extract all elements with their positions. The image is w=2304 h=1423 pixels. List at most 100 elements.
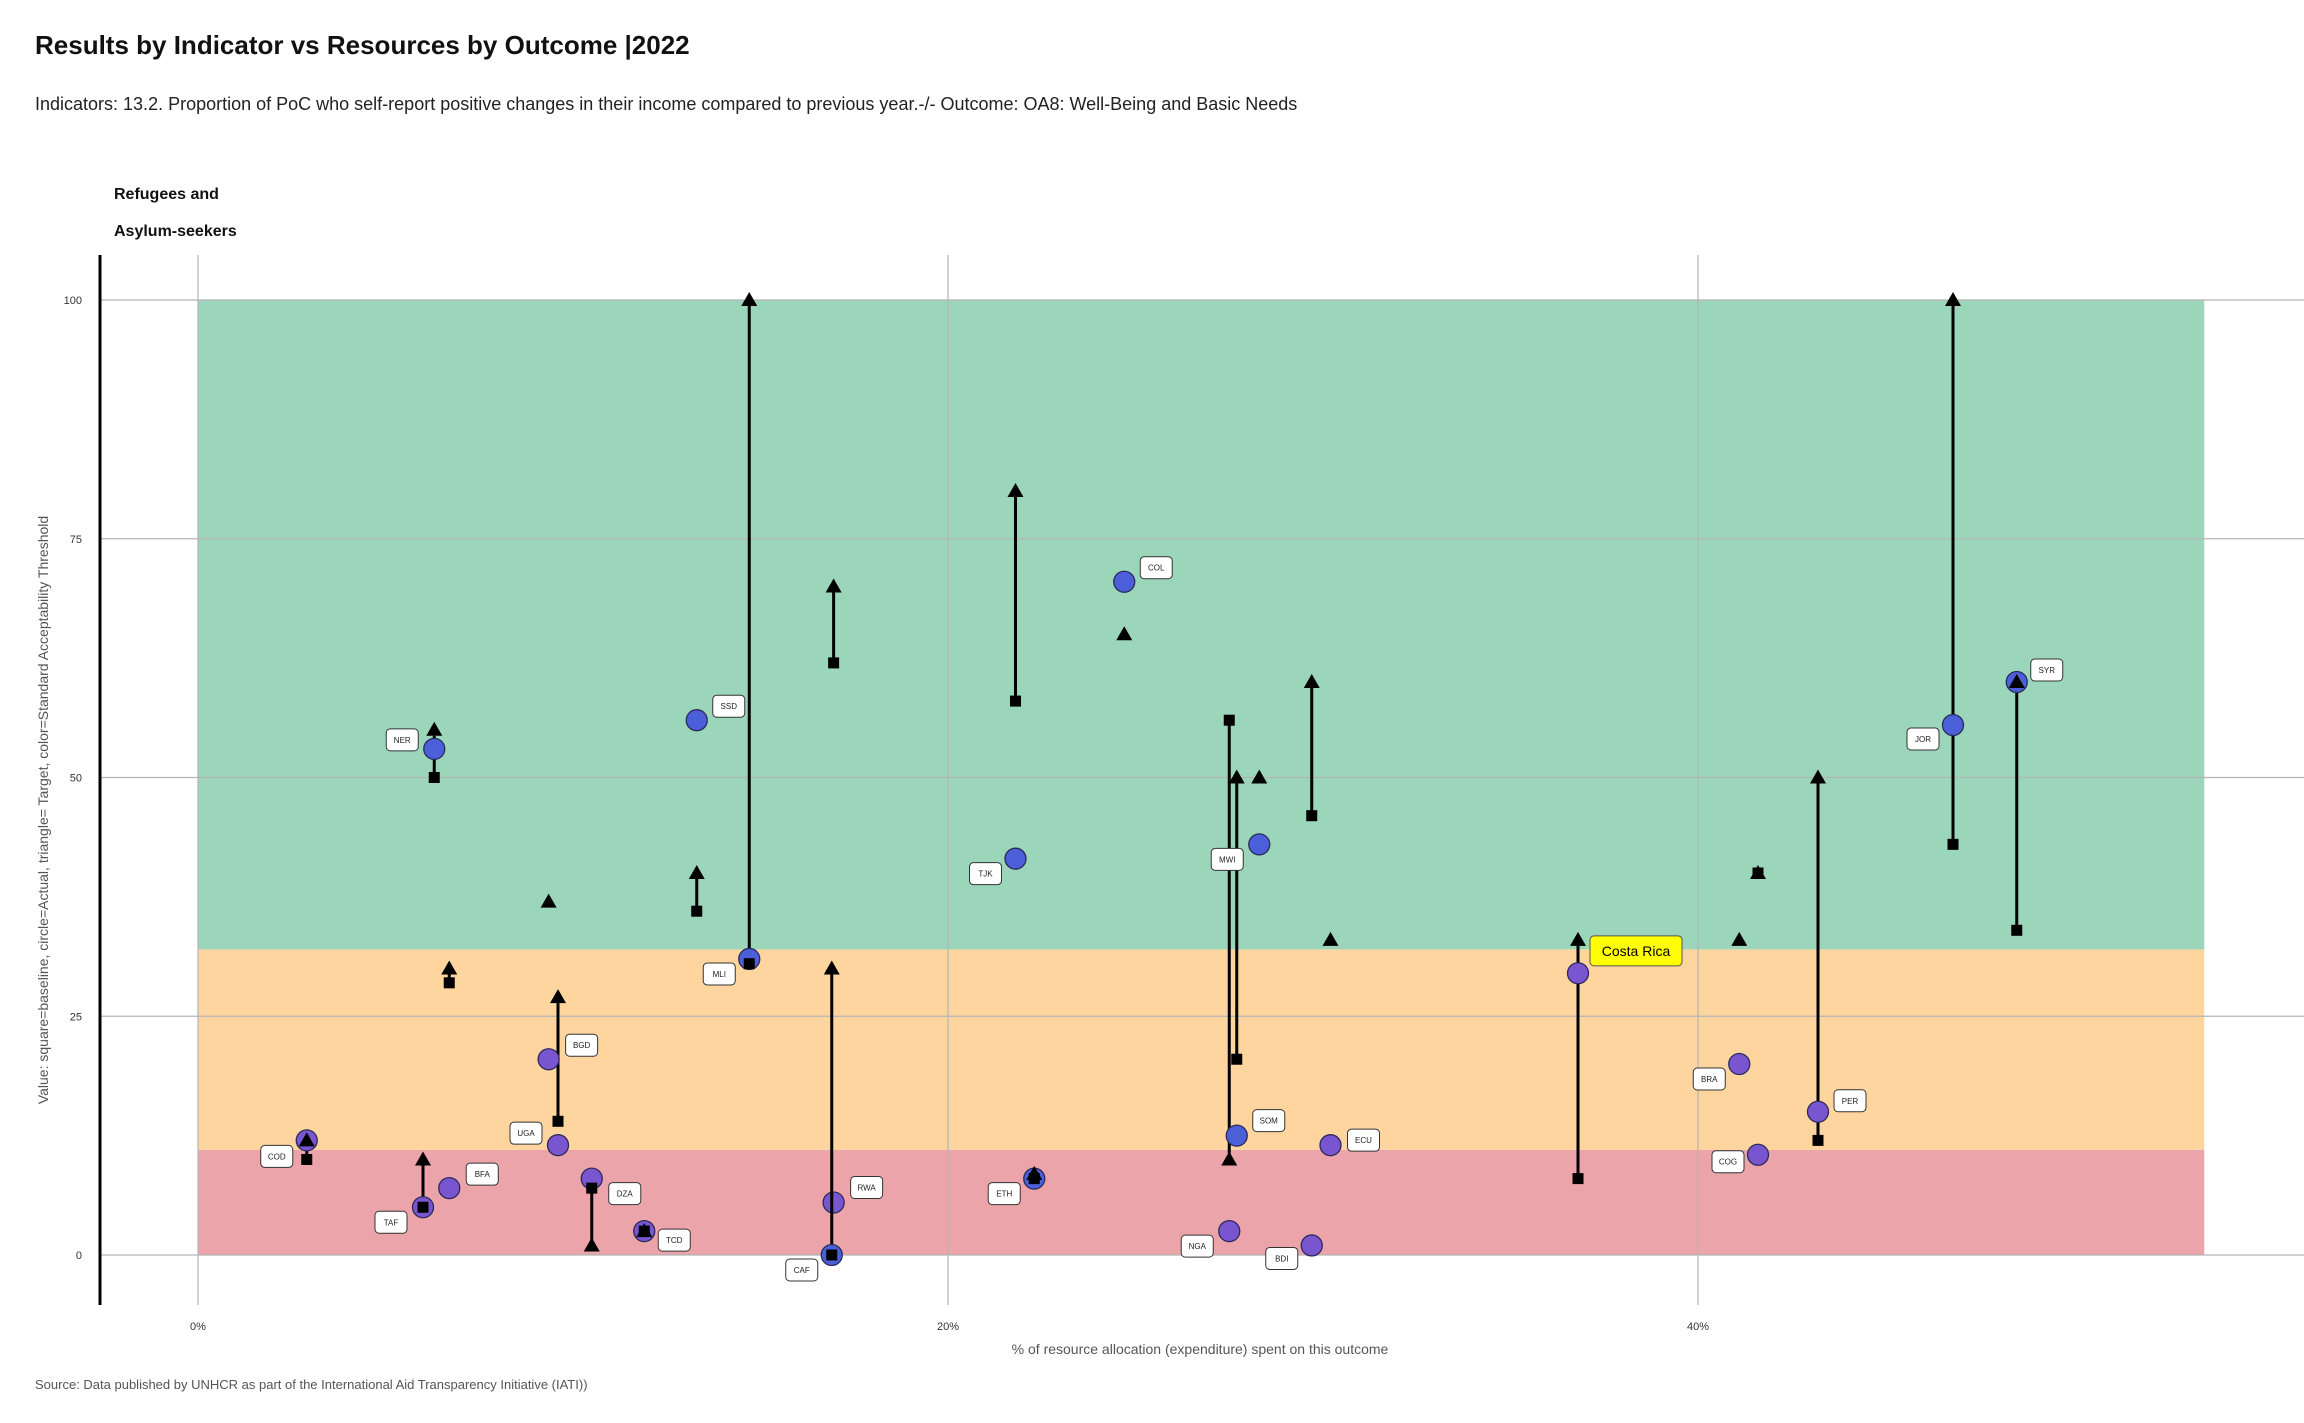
actual-circle [1113, 570, 1136, 593]
actual-circle [1941, 713, 1965, 737]
baseline-square [1572, 1173, 1584, 1185]
actual-circle [1319, 1134, 1342, 1157]
baseline-square [552, 1115, 564, 1127]
x-axis-label: % of resource allocation (expenditure) s… [1012, 1341, 1389, 1357]
target-triangle [415, 1151, 431, 1166]
country-label-box [1347, 1128, 1380, 1152]
baseline-square [586, 1182, 598, 1194]
target-triangle [1570, 931, 1586, 946]
target-triangle [825, 578, 842, 593]
country-label: MLI [713, 970, 726, 979]
x-tick-label: 40% [1687, 1321, 1709, 1333]
actual-circle [537, 1048, 560, 1071]
country-label-box [565, 1033, 599, 1057]
target-triangle [1116, 626, 1133, 641]
y-tick-label: 25 [70, 1011, 82, 1023]
country-label: RWA [858, 1183, 877, 1192]
target-triangle [550, 989, 566, 1004]
baseline-square [428, 772, 440, 783]
baseline-square [1223, 714, 1235, 726]
country-label-box [608, 1182, 642, 1206]
country-label: NGA [1189, 1242, 1207, 1251]
country-label: TCD [666, 1236, 683, 1245]
country-label: MWI [1219, 855, 1235, 864]
baseline-square [743, 958, 755, 970]
baseline-square [828, 657, 840, 669]
country-label-box [1833, 1089, 1867, 1113]
target-triangle [1007, 483, 1024, 497]
country-label-box [1265, 1246, 1299, 1270]
y-tick-label: 0 [76, 1250, 82, 1262]
actual-circle [1225, 1124, 1248, 1147]
actual-circle [822, 1191, 845, 1214]
actual-circle [1728, 1052, 1751, 1076]
target-triangle [1303, 674, 1320, 688]
actual-circle [1248, 833, 1271, 856]
target-triangle [1750, 865, 1766, 879]
actual-circle [685, 709, 708, 732]
country-label-box [969, 862, 1002, 886]
country-label-box [1252, 1109, 1286, 1133]
baseline-square [1010, 695, 1021, 707]
country-label-box [987, 1182, 1021, 1206]
country-label: DZA [617, 1190, 634, 1199]
y-axis-label: Value: square=baseline, circle=Actual, t… [35, 516, 51, 1104]
country-label-box [509, 1121, 543, 1145]
y-tick-label: 50 [70, 773, 82, 785]
country-label: TJK [978, 870, 993, 879]
country-label-box [1906, 727, 1940, 751]
baseline-square [1231, 1053, 1243, 1065]
baseline-square [417, 1201, 429, 1213]
source-note: Source: Data published by UNHCR as part … [35, 1377, 588, 1392]
y-tick-label: 75 [70, 534, 82, 546]
country-label: NER [394, 736, 411, 745]
country-label-box [385, 728, 419, 752]
target-triangle [1810, 769, 1826, 784]
target-triangle [1322, 931, 1339, 946]
country-label-box [2030, 658, 2064, 682]
country-label: CAF [794, 1266, 810, 1275]
country-label-box [702, 962, 736, 986]
actual-circle [1300, 1234, 1323, 1257]
baseline-square [1306, 810, 1318, 822]
country-label: PER [1842, 1097, 1859, 1106]
country-label: ECU [1355, 1136, 1372, 1145]
target-triangle [583, 1237, 600, 1252]
country-label: BGD [573, 1041, 591, 1050]
country-label-box [260, 1144, 294, 1168]
country-label-box [1139, 556, 1173, 580]
x-tick-label: 20% [937, 1321, 959, 1333]
country-label: BFA [475, 1170, 491, 1179]
country-label-box [374, 1210, 408, 1234]
baseline-square [2011, 924, 2023, 936]
threshold-band [198, 300, 2205, 950]
x-tick-label: 0% [190, 1321, 206, 1333]
actual-circle [546, 1134, 570, 1157]
country-label: SOM [1260, 1117, 1279, 1126]
country-label: SSD [721, 702, 738, 711]
country-label-box [657, 1228, 691, 1252]
threshold-band [198, 949, 2205, 1150]
country-label: JOR [1915, 735, 1931, 744]
country-label: UGA [517, 1129, 535, 1138]
country-label-box [712, 694, 746, 718]
population-group-label-line1: Refugees and [114, 186, 219, 203]
highlight-label-box [1589, 935, 1683, 967]
chart-subtitle: Indicators: 13.2. Proportion of PoC who … [35, 94, 1298, 114]
country-label-box [1711, 1150, 1745, 1174]
country-label: ETH [996, 1190, 1012, 1199]
target-triangle [741, 292, 758, 306]
target-triangle [1945, 292, 1961, 306]
target-triangle [1228, 769, 1245, 784]
population-group-label-line2: Asylum-seekers [114, 223, 237, 240]
target-triangle [441, 960, 458, 975]
target-triangle [2008, 674, 2025, 688]
chart-title: Results by Indicator vs Resources by Out… [35, 30, 690, 60]
country-label: BRA [1701, 1075, 1718, 1084]
baseline-square [443, 977, 455, 989]
country-label-box [465, 1162, 499, 1186]
country-label: COG [1719, 1158, 1737, 1167]
country-label: SYR [2039, 666, 2056, 675]
actual-circle [1218, 1219, 1241, 1243]
target-triangle [426, 721, 443, 736]
